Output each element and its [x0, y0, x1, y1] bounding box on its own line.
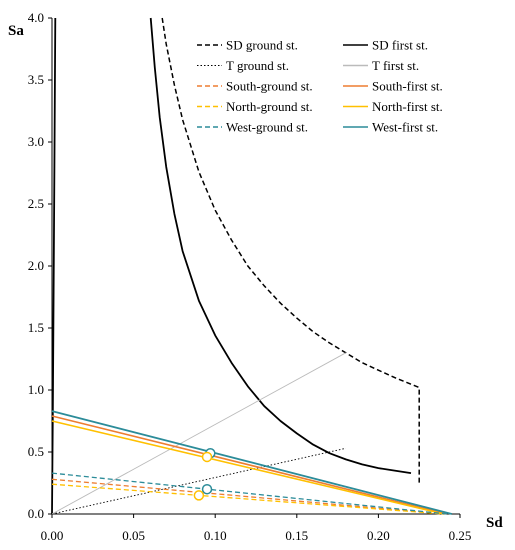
- series-line-t-first-st: [51, 352, 347, 515]
- y-tick-label: 2.5: [28, 196, 44, 211]
- series-line-north-first-st: [51, 420, 444, 515]
- x-axis-title: Sd: [486, 515, 503, 531]
- legend: SD ground st. SD first st. T ground st. T f…: [197, 38, 443, 135]
- legend-label: South-first st.: [372, 79, 443, 94]
- performance-point-marker: [193, 490, 205, 501]
- x-tick-label: 0.00: [41, 528, 64, 543]
- series-line-sd-first-st-left-branch: [51, 17, 57, 515]
- x-tick-label: 0.25: [449, 528, 472, 543]
- series-line-north-ground-st: [51, 483, 444, 515]
- marker-layer: [193, 447, 216, 501]
- legend-label: SD ground st.: [226, 38, 298, 53]
- x-tick-label: 0.20: [367, 528, 390, 543]
- x-tick-label: 0.15: [285, 528, 308, 543]
- legend-label: South-ground st.: [226, 79, 313, 94]
- series-line-sd-ground-st: [161, 17, 420, 485]
- y-tick-label: 3.5: [28, 72, 44, 87]
- x-tick-label: 0.10: [204, 528, 227, 543]
- x-tick-label: 0.05: [122, 528, 145, 543]
- y-axis-title: Sa: [8, 23, 24, 39]
- series-line-t-ground-st: [51, 447, 346, 515]
- y-tick-label: 1.0: [28, 382, 44, 397]
- y-tick-label: 0.5: [28, 444, 44, 459]
- legend-label: West-first st.: [372, 120, 438, 135]
- performance-point-marker: [201, 483, 213, 495]
- legend-label: T ground st.: [226, 58, 289, 73]
- y-tick-label: 0.0: [28, 506, 44, 521]
- legend-label: T first st.: [372, 58, 419, 73]
- series-line-west-first-st: [51, 410, 453, 515]
- tick-layer: 0.0 0.5 1.0 1.5 2.0 2.5 3.0 3.5 4.0 0.00 0.05 0.10 0…: [28, 10, 472, 543]
- series-line-west-ground-st: [51, 472, 447, 515]
- y-tick-label: 2.0: [28, 258, 44, 273]
- y-tick-label: 1.5: [28, 320, 44, 335]
- series-line-south-ground-st: [51, 478, 444, 515]
- series-line-south-first-st: [51, 415, 448, 515]
- legend-label: North-first st.: [372, 99, 443, 114]
- performance-point-marker: [201, 451, 213, 463]
- series-line-sd-first-st: [149, 17, 412, 474]
- legend-label: West-ground st.: [226, 120, 308, 135]
- legend-label: North-ground st.: [226, 99, 313, 114]
- series-layer: [51, 17, 453, 515]
- y-tick-label: 4.0: [28, 10, 44, 25]
- y-tick-label: 3.0: [28, 134, 44, 149]
- legend-label: SD first st.: [372, 38, 428, 53]
